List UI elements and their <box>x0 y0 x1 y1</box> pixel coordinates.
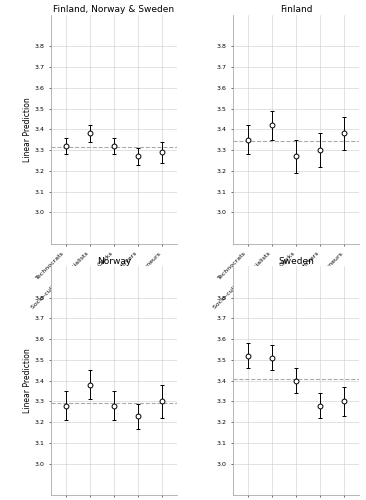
Title: Finland: Finland <box>280 5 312 14</box>
Y-axis label: Linear Prediction: Linear Prediction <box>23 348 31 413</box>
Title: Finland, Norway & Sweden: Finland, Norway & Sweden <box>53 5 175 14</box>
Title: Sweden: Sweden <box>278 256 314 266</box>
Y-axis label: Linear Prediction: Linear Prediction <box>23 97 31 162</box>
Title: Norway: Norway <box>97 256 131 266</box>
